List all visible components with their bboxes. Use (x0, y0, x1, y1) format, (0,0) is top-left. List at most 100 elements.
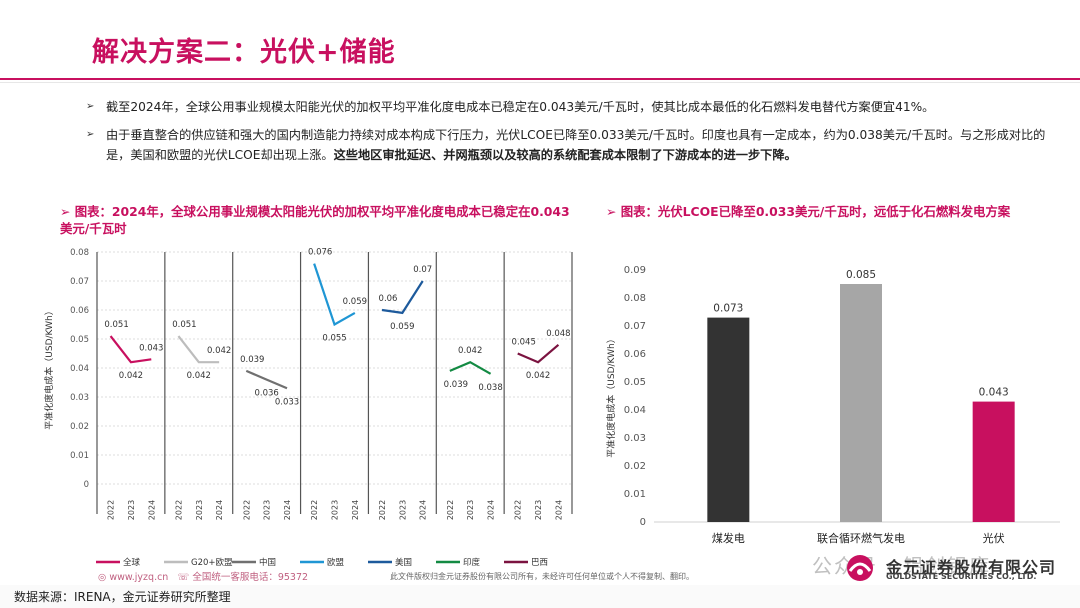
data-label: 0.042 (207, 346, 231, 356)
y-tick-label: 0.08 (70, 248, 89, 258)
data-label: 0.036 (254, 389, 278, 399)
caption-arrow-icon: ➢ (606, 204, 621, 219)
x-tick-label: 2022 (310, 500, 319, 520)
data-label: 0.042 (526, 371, 550, 381)
data-label: 0.06 (379, 294, 398, 304)
series-line-5 (449, 360, 492, 375)
x-tick-label: 2022 (514, 500, 523, 520)
phone-icon: ☏ (177, 572, 190, 583)
data-label: 0.048 (546, 329, 570, 339)
page-title: 解决方案二：光伏+储能 (92, 37, 396, 68)
bullet-text-bold: 这些地区审批延迟、并网瓶颈以及较高的系统配套成本限制了下游成本的进一步下降。 (333, 148, 797, 162)
y-axis-label: 平准化度电成本（USD/KWh） (605, 334, 617, 457)
footer-bar (0, 585, 1080, 608)
x-tick-label: 2022 (107, 500, 116, 520)
right-chart-caption-text: 图表：光伏LCOE已降至0.033美元/千瓦时，远低于化石燃料发电方案 (620, 204, 1011, 219)
series-line-3 (313, 263, 356, 327)
website-text: www.jyzq.cn (109, 572, 169, 583)
data-label: 0.076 (308, 248, 332, 258)
y-tick-label: 0.07 (70, 277, 89, 287)
globe-icon: ◎ (98, 572, 107, 583)
category-label: 联合循环燃气发电 (817, 531, 905, 545)
right-chart-caption: ➢ 图表：光伏LCOE已降至0.033美元/千瓦时，远低于化石燃料发电方案 (606, 203, 1066, 220)
x-tick-label: 2022 (174, 500, 183, 520)
y-tick-label: 0.06 (624, 349, 646, 360)
bullet-item: ➢ 截至2024年，全球公用事业规模太阳能光伏的加权平均平准化度电成本已稳定在0… (86, 97, 1054, 117)
data-label: 0.045 (512, 338, 536, 348)
company-logo-area: 公众号 · 铝创铝库 金元证券股份有限公司 GOLDSTATE SECURITI… (760, 548, 1080, 586)
hotline-text: 全国统一客服电话：95372 (192, 572, 309, 583)
series-line-6 (517, 343, 560, 364)
y-axis-label: 平准化度电成本（USD/KWh） (43, 306, 55, 429)
bullet-text: 由于垂直整合的供应链和强大的国内制造能力持续对成本构成下行压力，光伏LCOE已降… (106, 125, 1054, 165)
footer-copyright: 此文件版权归金元证券股份有限公司所有，未经许可任何单位或个人不得复制、翻印。 (390, 572, 694, 581)
company-name-en: GOLDSTATE SECURITIES CO., LTD. (886, 572, 1037, 581)
bullet-text-normal: 由于垂直整合的供应链和强大的国内制造能力持续对成本构成下行压力，光伏LCOE已降… (106, 128, 1046, 162)
lcoe-bar-chart: 平准化度电成本（USD/KWh） 0 0.01 0.02 0.03 0.04 0.05 0.0… (605, 265, 1060, 545)
title-divider (0, 78, 1080, 80)
x-tick-label: 2024 (554, 500, 563, 520)
y-tick-label: 0 (640, 517, 646, 528)
x-tick-label: 2024 (147, 500, 156, 520)
footer-website: ◎ www.jyzq.cn ☏ 全国统一客服电话：95372 (98, 569, 308, 583)
x-tick-label: 2023 (466, 500, 475, 520)
left-chart-caption-text: 图表：2024年，全球公用事业规模太阳能光伏的加权平均平准化度电成本已稳定在0.… (60, 204, 570, 236)
data-label: 0.038 (478, 383, 502, 393)
arrow-bullet-icon: ➢ (86, 101, 95, 112)
y-tick-label: 0.05 (70, 335, 89, 345)
x-tick-label: 2022 (242, 500, 251, 520)
bullet-list: ➢ 截至2024年，全球公用事业规模太阳能光伏的加权平均平准化度电成本已稳定在0… (86, 97, 1054, 173)
bar (707, 317, 750, 522)
data-label: 0.085 (846, 269, 876, 281)
bar (840, 284, 882, 522)
data-label: 0.055 (322, 334, 346, 344)
lcoe-line-chart: 平准化度电成本（USD/KWh） 0 0.01 0.02 0.03 0.04 0.05 0.0… (43, 248, 573, 568)
x-tick-label: 2022 (446, 500, 455, 520)
data-label: 0.059 (390, 322, 414, 332)
data-label: 0.07 (413, 265, 432, 275)
data-label: 0.042 (187, 371, 211, 381)
category-label: 光伏 (983, 531, 1005, 545)
data-label: 0.042 (458, 346, 482, 356)
bullet-text-normal: 截至2024年，全球公用事业规模太阳能光伏的加权平均平准化度电成本已稳定在0.0… (106, 100, 935, 114)
y-tick-label: 0 (84, 480, 89, 490)
legend-label: 印度 (463, 557, 481, 568)
x-tick-label: 2023 (263, 500, 272, 520)
x-tick-label: 2023 (195, 500, 204, 520)
x-tick-label: 2022 (378, 500, 387, 520)
data-label: 0.051 (172, 320, 196, 330)
arrow-bullet-icon: ➢ (86, 129, 95, 140)
series-line-4 (381, 280, 424, 315)
legend-label: 欧盟 (327, 557, 345, 568)
x-tick-label: 2024 (215, 500, 224, 520)
y-tick-label: 0.04 (624, 405, 646, 416)
data-source: 数据来源：IRENA，金元证券研究所整理 (14, 590, 231, 604)
category-label: 煤发电 (712, 531, 745, 545)
y-tick-label: 0.06 (70, 306, 89, 316)
legend-label: 全球 (123, 557, 141, 568)
data-label: 0.059 (343, 297, 367, 307)
y-tick-label: 0.09 (624, 265, 646, 276)
data-label: 0.051 (104, 320, 128, 330)
title-divider-shadow (0, 82, 1080, 83)
data-label: 0.073 (713, 303, 743, 315)
left-chart-caption: ➢ 图表：2024年，全球公用事业规模太阳能光伏的加权平均平准化度电成本已稳定在… (60, 203, 580, 237)
data-label: 0.043 (979, 387, 1009, 399)
data-label: 0.043 (139, 343, 163, 353)
x-tick-label: 2024 (351, 500, 360, 520)
data-label: 0.033 (275, 397, 299, 407)
y-tick-label: 0.08 (624, 293, 646, 304)
y-tick-label: 0.02 (624, 461, 646, 472)
series-line-1 (177, 335, 220, 364)
data-label: 0.042 (119, 371, 143, 381)
company-logo-icon (847, 555, 873, 581)
y-tick-label: 0.01 (624, 489, 646, 500)
series-line-0 (109, 335, 152, 364)
data-label: 0.039 (444, 380, 468, 390)
legend-label: 巴西 (531, 558, 548, 568)
y-tick-label: 0.01 (70, 451, 89, 461)
caption-arrow-icon: ➢ (60, 204, 75, 219)
x-tick-label: 2024 (283, 500, 292, 520)
data-label: 0.039 (240, 355, 264, 365)
company-name: 金元证券股份有限公司 (886, 558, 1057, 577)
